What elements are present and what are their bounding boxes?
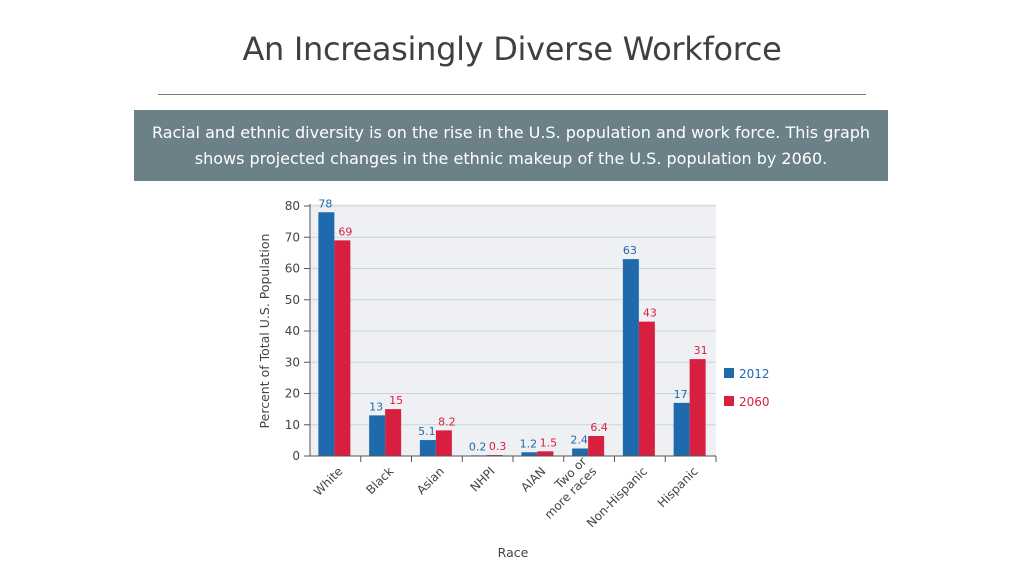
value-label-2012: 2.4 bbox=[570, 434, 588, 447]
y-axis-title: Percent of Total U.S. Population bbox=[257, 234, 272, 429]
bar-2060-0 bbox=[334, 240, 351, 456]
y-tick-label: 80 bbox=[285, 199, 300, 213]
y-tick-label: 50 bbox=[285, 293, 300, 307]
value-label-2060: 69 bbox=[338, 225, 352, 238]
x-category-label: Black bbox=[363, 464, 396, 497]
value-label-2060: 43 bbox=[643, 307, 657, 320]
legend-label-2012: 2012 bbox=[739, 367, 770, 381]
y-tick-label: 40 bbox=[285, 324, 300, 338]
x-category-label-line: AIAN bbox=[518, 464, 548, 494]
legend-swatch-2060 bbox=[724, 396, 734, 406]
value-label-2060: 0.3 bbox=[489, 440, 507, 453]
bar-2060-5 bbox=[588, 436, 605, 456]
value-label-2060: 15 bbox=[389, 394, 403, 407]
value-label-2012: 17 bbox=[674, 388, 688, 401]
legend: 2012 2060 bbox=[724, 367, 770, 409]
title-divider bbox=[158, 94, 866, 95]
value-label-2012: 1.2 bbox=[520, 437, 538, 450]
x-category-label: Hispanic bbox=[655, 464, 701, 510]
x-category-label-line: Hispanic bbox=[655, 464, 701, 510]
x-category-label: AIAN bbox=[518, 464, 548, 494]
x-axis-title: Race bbox=[498, 545, 529, 560]
caption-text: Racial and ethnic diversity is on the ri… bbox=[151, 122, 871, 168]
bar-2012-7 bbox=[673, 402, 690, 456]
bars bbox=[318, 212, 706, 457]
x-category-label: Two ormore races bbox=[532, 454, 600, 522]
x-category-label: NHPI bbox=[467, 464, 497, 494]
bar-2012-1 bbox=[369, 415, 386, 456]
value-label-2012: 0.2 bbox=[469, 440, 487, 453]
x-category-label-line: Black bbox=[363, 464, 396, 497]
value-label-2012: 63 bbox=[623, 244, 637, 257]
axes: 0 10 20 30 40 50 60 70 80 bbox=[285, 199, 717, 463]
value-label-2012: 5.1 bbox=[418, 425, 436, 438]
y-tick-label: 70 bbox=[285, 230, 300, 244]
bar-2060-1 bbox=[385, 409, 402, 456]
x-category-label-line: White bbox=[311, 464, 346, 499]
value-label-2012: 13 bbox=[369, 400, 383, 413]
x-category-label: White bbox=[311, 464, 346, 499]
value-label-2060: 1.5 bbox=[540, 436, 558, 449]
bar-2012-5 bbox=[572, 448, 589, 456]
bar-2060-7 bbox=[689, 359, 706, 456]
y-tick-label: 60 bbox=[285, 262, 300, 276]
x-category-label: Asian bbox=[414, 464, 447, 497]
bar-2012-4 bbox=[521, 452, 538, 456]
x-category-label-line: Asian bbox=[414, 464, 447, 497]
legend-label-2060: 2060 bbox=[739, 395, 770, 409]
bar-2060-4 bbox=[537, 451, 554, 456]
y-tick-label: 10 bbox=[285, 418, 300, 432]
value-label-2012: 78 bbox=[318, 197, 332, 210]
x-category-label-line: NHPI bbox=[467, 464, 497, 494]
slide-title: An Increasingly Diverse Workforce bbox=[242, 30, 782, 68]
y-tick-label: 30 bbox=[285, 355, 300, 369]
bar-2012-6 bbox=[622, 259, 639, 456]
value-label-2060: 31 bbox=[694, 344, 708, 357]
caption-box: Racial and ethnic diversity is on the ri… bbox=[134, 110, 888, 181]
value-label-2060: 8.2 bbox=[438, 415, 456, 428]
bar-2012-0 bbox=[318, 212, 335, 456]
y-tick-label: 0 bbox=[292, 449, 300, 463]
bar-2060-2 bbox=[435, 430, 452, 456]
bar-2060-6 bbox=[638, 321, 655, 456]
legend-swatch-2012 bbox=[724, 368, 734, 378]
bar-2012-2 bbox=[419, 440, 436, 456]
value-label-2060: 6.4 bbox=[590, 421, 608, 434]
y-tick-label: 20 bbox=[285, 387, 300, 401]
